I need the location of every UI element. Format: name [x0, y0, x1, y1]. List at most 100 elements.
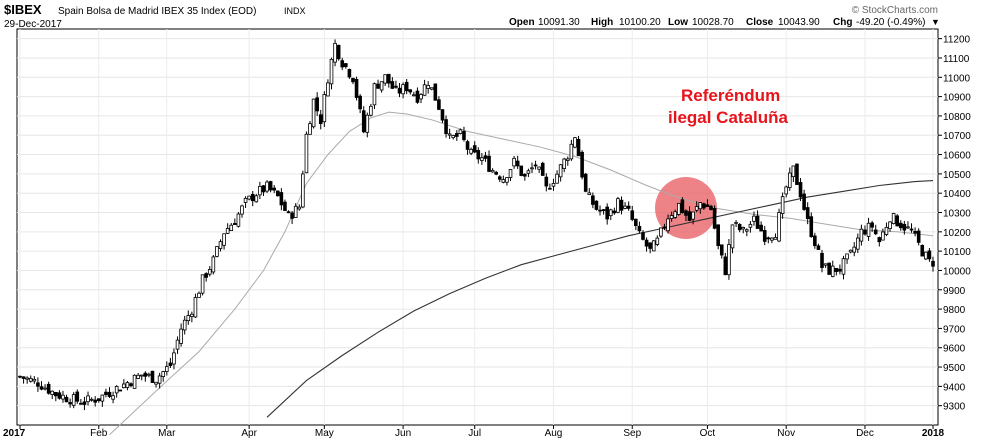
price-candle [909, 223, 914, 233]
price-candle [225, 223, 230, 234]
price-candle [64, 394, 69, 403]
price-candle [290, 211, 294, 225]
price-candle [719, 244, 724, 259]
price-candle [598, 205, 602, 216]
y-tick-label: 10700 [943, 131, 971, 142]
price-candle [705, 199, 710, 207]
price-candle [275, 190, 280, 197]
price-candle [873, 224, 878, 236]
price-candle [848, 249, 853, 254]
price-candle [233, 218, 237, 225]
price-candle [830, 260, 835, 278]
price-candle [931, 256, 935, 272]
price-candle [748, 221, 753, 233]
price-candle [766, 236, 771, 244]
y-tick-label: 10200 [943, 228, 971, 239]
price-candle [648, 242, 652, 254]
price-candle [587, 188, 592, 195]
x-tick-label: Dec [856, 428, 874, 438]
price-candle [390, 77, 395, 89]
y-tick-label: 10500 [943, 170, 971, 181]
price-candle [916, 228, 921, 246]
price-candle [358, 94, 362, 114]
price-candle [913, 227, 917, 237]
x-tick-label: Aug [545, 428, 563, 438]
price-candle [501, 175, 506, 184]
price-candle [845, 253, 849, 264]
price-candle [258, 181, 262, 199]
price-candle [465, 139, 470, 155]
price-candle [741, 226, 746, 234]
price-candle [75, 389, 80, 404]
price-candle [379, 81, 384, 93]
price-candle [397, 82, 402, 98]
price-candle [809, 212, 814, 238]
x-tick-label: Jun [395, 428, 411, 438]
price-candle [920, 244, 925, 257]
price-candle [36, 377, 40, 392]
price-candle [326, 79, 330, 97]
price-candle [401, 82, 405, 99]
price-candle [344, 63, 348, 69]
price-candle [404, 79, 409, 95]
chg-label: Chg [833, 17, 852, 28]
price-candle [18, 375, 22, 379]
price-candle [623, 202, 627, 210]
price-candle [562, 157, 567, 173]
price-candle [698, 202, 703, 214]
price-candle [787, 167, 792, 191]
price-candle [279, 188, 284, 211]
price-candle [523, 173, 527, 181]
price-candle [236, 212, 241, 228]
y-tick-label: 9500 [943, 363, 966, 374]
price-candle [179, 323, 183, 347]
price-candle [186, 310, 191, 325]
price-candle [351, 77, 355, 85]
price-candle [472, 141, 477, 154]
price-candle [866, 217, 871, 241]
x-tick-label: May [315, 428, 334, 438]
event-highlight-circle [655, 177, 717, 239]
price-candle [82, 396, 87, 411]
price-candle [304, 131, 309, 174]
high-label: High [591, 17, 613, 28]
price-candle [626, 201, 631, 211]
price-candle [372, 82, 377, 110]
price-candle [322, 91, 327, 128]
price-candle [297, 204, 302, 211]
price-candle [537, 166, 541, 173]
price-candle [634, 218, 638, 231]
price-candle [852, 242, 857, 257]
low-value: 10028.70 [692, 17, 734, 28]
price-candle [680, 197, 685, 214]
price-candle [104, 388, 108, 398]
price-candle [694, 201, 699, 213]
price-candle [601, 209, 606, 215]
price-candle [723, 252, 728, 276]
price-candle [161, 370, 166, 382]
price-candle [608, 208, 613, 221]
price-candle [702, 202, 706, 210]
price-candle [261, 184, 266, 197]
price-candle [540, 161, 545, 176]
price-candle [551, 178, 556, 191]
price-candle [519, 165, 524, 177]
price-candle [21, 376, 26, 384]
price-candle [218, 239, 223, 252]
price-candle [93, 396, 97, 407]
x-tick-label: Mar [158, 428, 176, 438]
price-candle [118, 389, 123, 392]
price-candle [447, 128, 452, 139]
price-candle [734, 220, 738, 227]
price-candle [50, 390, 55, 400]
price-candle [841, 255, 846, 280]
price-candle [856, 233, 860, 254]
price-candle [752, 211, 756, 226]
price-candle [308, 120, 312, 135]
price-candle [884, 222, 889, 237]
price-candle [79, 398, 83, 405]
price-candle [526, 168, 531, 178]
price-candle [182, 315, 187, 335]
